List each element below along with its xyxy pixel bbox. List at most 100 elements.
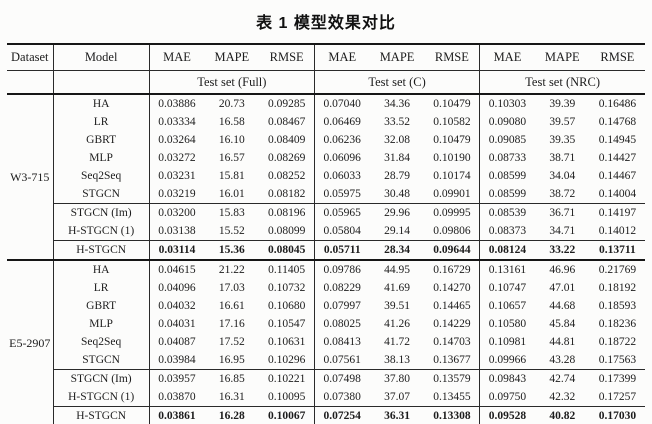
value-cell: 44.68: [549, 300, 576, 312]
value-cell: 0.10631: [267, 336, 306, 348]
value-cell: 0.08599: [479, 167, 535, 185]
value-cell: 15.36: [204, 240, 260, 260]
value-cell: 0.14427: [598, 152, 637, 164]
table-row: H-STGCN 0.03861 16.28 0.10067 0.07254 36.31 0.…: [7, 406, 645, 424]
model-label: H-STGCN: [53, 240, 150, 260]
value-cell: 0.10580: [479, 315, 535, 333]
header-spacer-dataset: [7, 70, 54, 95]
value-cell: 44.81: [549, 336, 576, 348]
value-cell: 32.08: [384, 134, 410, 146]
col-header-model: Model: [53, 44, 150, 71]
model-label: Seq2Seq: [53, 167, 150, 185]
table-row: MLP 0.04031 17.16 0.10547 0.08025 41.26 0.1422…: [7, 315, 645, 333]
value-cell: 0.11405: [268, 264, 306, 276]
value-cell: 0.10190: [433, 152, 471, 164]
value-cell: 0.08045: [259, 240, 315, 260]
model-label: STGCN (Im): [53, 203, 150, 222]
col-header-mae-c: MAE: [313, 44, 370, 71]
value-cell: 0.09966: [479, 351, 535, 370]
col-header-mape-c: MAPE: [369, 44, 425, 71]
value-cell: 0.14467: [598, 170, 637, 182]
value-cell: 15.81: [218, 170, 245, 182]
value-cell: 0.09843: [479, 369, 535, 388]
value-cell: 0.03138: [158, 225, 196, 237]
value-cell: 0.14945: [598, 134, 637, 146]
value-cell: 0.04031: [158, 318, 196, 330]
header-spacer-model: [53, 70, 150, 95]
value-cell: 28.34: [369, 240, 425, 260]
value-cell: 15.52: [218, 225, 245, 237]
value-cell: 16.61: [218, 300, 245, 312]
value-cell: 39.35: [549, 134, 576, 146]
value-cell: 0.14004: [598, 188, 637, 200]
value-cell: 15.83: [204, 203, 260, 222]
value-cell: 0.09080: [479, 113, 535, 131]
value-cell: 0.17399: [589, 369, 645, 388]
value-cell: 42.32: [549, 391, 576, 403]
value-cell: 0.06033: [313, 167, 370, 185]
table-row: LR 0.03334 16.58 0.08467 0.06469 33.52 0.10582…: [7, 113, 645, 131]
value-cell: 16.95: [218, 354, 245, 366]
value-cell: 0.21769: [598, 264, 637, 276]
value-cell: 0.09644: [424, 240, 480, 260]
value-cell: 0.13308: [424, 406, 480, 424]
results-table: Dataset Model MAE MAPE RMSE MAE MAPE RMS…: [7, 43, 645, 424]
value-cell: 0.09085: [479, 131, 535, 149]
value-cell: 0.08229: [313, 279, 370, 297]
value-cell: 17.03: [218, 282, 245, 294]
value-cell: 17.52: [218, 336, 245, 348]
col-header-rmse-full: RMSE: [259, 44, 315, 71]
value-cell: 37.07: [384, 391, 410, 403]
value-cell: 0.08099: [267, 225, 306, 237]
value-cell: 34.04: [549, 170, 576, 182]
header-row-testsets: Test set (Full) Test set (C) Test set (N…: [7, 70, 645, 95]
value-cell: 0.09995: [424, 203, 480, 222]
value-cell: 0.05711: [313, 240, 370, 260]
col-header-mape-nrc: MAPE: [534, 44, 590, 71]
value-cell: 39.51: [384, 300, 410, 312]
model-label: GBRT: [53, 131, 150, 149]
table-row: STGCN (Im) 0.03957 16.85 0.10221 0.07498 37.8…: [7, 369, 645, 388]
value-cell: 43.28: [549, 354, 576, 366]
value-cell: 0.07997: [313, 297, 370, 315]
value-cell: 33.22: [534, 240, 590, 260]
value-cell: 0.13455: [433, 391, 471, 403]
value-cell: 21.22: [218, 264, 245, 276]
col-header-mae-nrc: MAE: [479, 44, 535, 71]
value-cell: 0.18593: [598, 300, 637, 312]
value-cell: 0.13161: [479, 260, 535, 279]
table-row: LR 0.04096 17.03 0.10732 0.08229 41.69 0.14270…: [7, 279, 645, 297]
value-cell: 34.36: [384, 98, 410, 110]
model-label: LR: [53, 113, 150, 131]
model-label: HA: [53, 260, 150, 279]
value-cell: 0.14465: [433, 300, 471, 312]
value-cell: 41.72: [384, 336, 410, 348]
table-row: H-STGCN (1) 0.03870 16.31 0.10095 0.07380 37.…: [7, 388, 645, 407]
value-cell: 0.09528: [479, 406, 535, 424]
value-cell: 0.04096: [158, 282, 196, 294]
value-cell: 36.31: [369, 406, 425, 424]
value-cell: 0.18192: [598, 282, 637, 294]
value-cell: 30.48: [384, 188, 410, 200]
value-cell: 0.05804: [313, 222, 370, 241]
value-cell: 29.96: [369, 203, 425, 222]
value-cell: 0.09806: [433, 225, 471, 237]
table-row: GBRT 0.03264 16.10 0.08409 0.06236 32.08 0.104…: [7, 131, 645, 149]
value-cell: 0.17563: [598, 354, 637, 366]
value-cell: 0.18722: [598, 336, 637, 348]
value-cell: 0.04087: [158, 336, 196, 348]
value-cell: 0.07380: [313, 388, 370, 407]
value-cell: 0.14229: [433, 318, 471, 330]
value-cell: 0.10221: [259, 369, 315, 388]
dataset-block: W3-715 HA 0.03886 20.73 0.09285 0.07040 34.36 0…: [7, 94, 645, 260]
col-header-dataset: Dataset: [7, 44, 54, 71]
model-label: GBRT: [53, 297, 150, 315]
value-cell: 0.08409: [267, 134, 306, 146]
col-header-mape-full: MAPE: [204, 44, 260, 71]
value-cell: 44.95: [384, 264, 410, 276]
value-cell: 0.03264: [158, 134, 196, 146]
value-cell: 38.72: [549, 188, 576, 200]
value-cell: 16.58: [218, 116, 245, 128]
value-cell: 0.14703: [433, 336, 471, 348]
value-cell: 16.57: [218, 152, 245, 164]
